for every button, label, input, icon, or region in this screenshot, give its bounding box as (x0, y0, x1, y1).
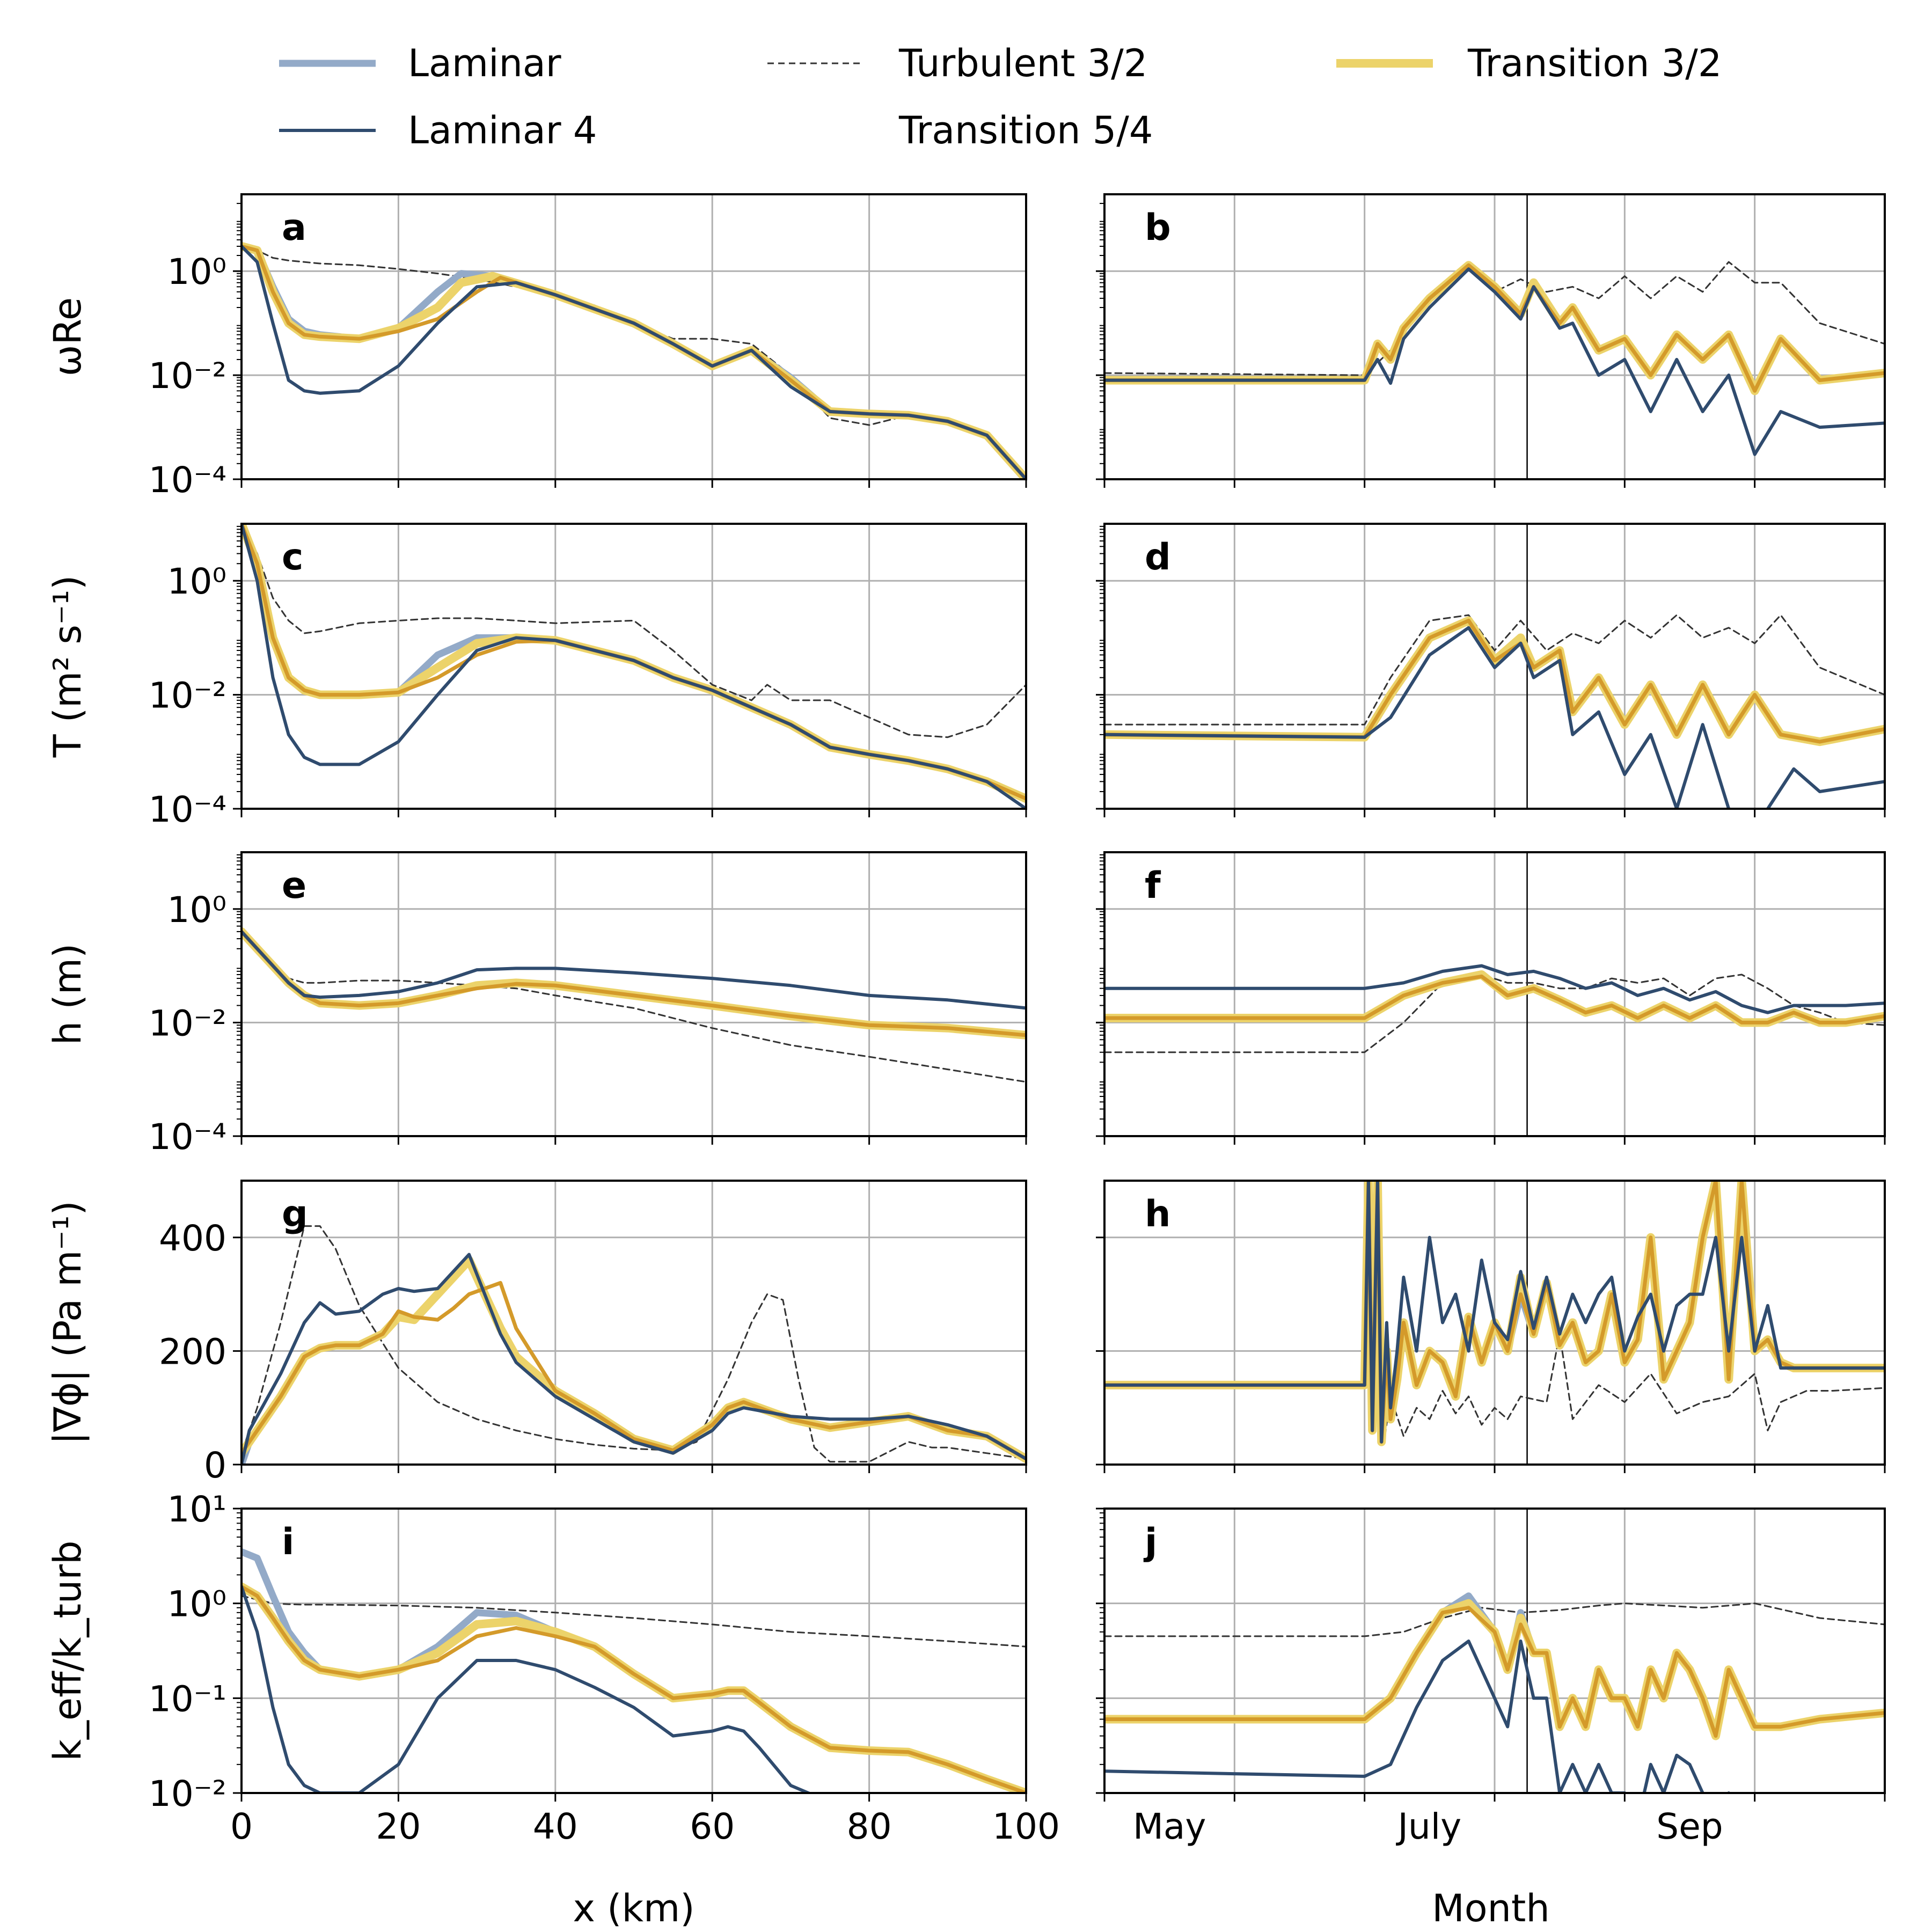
series-line-turbulent-3-2 (241, 524, 1026, 738)
y-tick-label: 400 (159, 1218, 226, 1259)
panel-b: b (1096, 193, 1886, 488)
legend-label: Laminar (408, 41, 561, 85)
panel-letter: d (1145, 536, 1171, 579)
series-line-turbulent-3-2 (241, 245, 1026, 476)
panel-e: 10⁰ 10⁻² 10⁻⁴ e h (m) (46, 851, 1027, 1158)
series-line-laminar-4 (241, 1253, 1026, 1465)
series-line-turbulent-3-2 (1104, 1602, 1885, 1637)
series-line-laminar (241, 928, 1026, 1039)
panel-g: 0 200 400 g |∇ϕ| (Pa m⁻¹) (46, 1180, 1027, 1486)
axes-frame (240, 851, 1027, 1137)
y-tick-label: 10⁻² (149, 1773, 226, 1814)
time-tick-label: July (1395, 1806, 1461, 1847)
x-tick-label: 0 (230, 1806, 253, 1847)
panel-letter: f (1145, 865, 1161, 907)
panel-letter: a (282, 207, 306, 249)
time-axis-label: Month (1432, 1886, 1549, 1930)
series-line-laminar-4 (241, 244, 1026, 479)
series-line-laminar-4 (241, 930, 1026, 1010)
series-line-laminar-4 (1104, 1181, 1885, 1444)
panel-d: d (1096, 523, 1886, 817)
panels: 10⁰ 10⁻² 10⁻⁴ a ωRe b 10⁰ 10⁻² 10⁻⁴ c T (m² s⁻¹) d 1… (46, 193, 1886, 1847)
axes-frame (240, 193, 1027, 480)
y-axis-label: h (m) (46, 943, 90, 1045)
x-tick-label: 60 (690, 1806, 735, 1847)
series-line-transition-5-4 (1104, 974, 1885, 1024)
legend-label: Laminar 4 (408, 108, 597, 152)
y-axis-label: T (m² s⁻¹) (46, 575, 90, 758)
series-line-transition-3-2 (241, 241, 1026, 479)
panel-c: 10⁰ 10⁻² 10⁻⁴ c T (m² s⁻¹) (46, 523, 1027, 830)
series-line-transition-5-4 (1104, 263, 1885, 393)
legend-label: Transition 3/2 (1467, 41, 1722, 85)
series-line-transition-3-2 (241, 927, 1026, 1040)
series-line-laminar (241, 243, 1026, 479)
legend-label: Transition 5/4 (898, 108, 1153, 152)
panel-j: May July Sep j (1096, 1507, 1886, 1847)
series-line-laminar-4 (1104, 1640, 1731, 1793)
y-tick-label: 200 (159, 1331, 226, 1372)
y-axis-label: ωRe (46, 297, 90, 376)
x-tick-label: 100 (992, 1806, 1060, 1847)
y-tick-label: 10⁻¹ (149, 1678, 226, 1719)
series-line-transition-5-4 (241, 930, 1026, 1037)
series-line-laminar-4 (1104, 626, 1885, 809)
x-tick-label: 20 (376, 1806, 421, 1847)
legend: Laminar Laminar 4 Turbulent 3/2 Transition … (279, 41, 1722, 152)
axes-frame (240, 1180, 1027, 1466)
axes-frame (240, 1507, 1027, 1794)
series-line-transition-5-4 (241, 244, 1026, 479)
time-tick-label: May (1133, 1806, 1206, 1847)
panel-h: h (1096, 1180, 1886, 1473)
y-tick-label: 10⁰ (167, 561, 226, 602)
x-tick-label: 80 (847, 1806, 892, 1847)
legend-label: Turbulent 3/2 (898, 41, 1147, 85)
y-tick-label: 10⁻⁴ (149, 1116, 226, 1158)
x-axis-label: x (km) (573, 1886, 694, 1930)
panel-letter: c (282, 536, 303, 579)
series-line-transition-5-4 (241, 1280, 1026, 1461)
panel-letter: b (1145, 207, 1171, 249)
series-line-transition-5-4 (241, 1585, 1026, 1793)
series-line-laminar-4 (1104, 267, 1885, 456)
y-tick-label: 10⁻⁴ (149, 459, 226, 501)
y-tick-label: 0 (204, 1445, 226, 1486)
y-tick-label: 10⁻² (149, 355, 226, 397)
y-tick-label: 10⁻² (149, 675, 226, 716)
panel-letter: g (282, 1193, 308, 1235)
y-tick-label: 10⁰ (167, 1584, 226, 1625)
y-axis-label: |∇ϕ| (Pa m⁻¹) (46, 1201, 90, 1444)
panel-letter: j (1143, 1521, 1157, 1563)
series-line-transition-3-2 (241, 1582, 1026, 1793)
panel-f: f (1096, 851, 1886, 1145)
series-line-transition-5-4 (1104, 1606, 1885, 1738)
axes-frame (240, 523, 1027, 810)
series-line-turbulent-3-2 (1104, 614, 1885, 726)
y-tick-label: 10⁻² (149, 1002, 226, 1044)
x-tick-label: 40 (533, 1806, 578, 1847)
panel-letter: i (282, 1521, 294, 1563)
series-line-transition-3-2 (241, 1256, 1026, 1463)
panel-letter: h (1145, 1193, 1170, 1235)
series-line-laminar-4 (1104, 964, 1885, 1014)
panel-letter: e (282, 865, 306, 907)
series-line-transition-5-4 (1104, 618, 1885, 744)
y-tick-label: 10⁰ (167, 889, 226, 931)
time-tick-label: Sep (1656, 1806, 1723, 1847)
panel-a: 10⁰ 10⁻² 10⁻⁴ a ωRe (46, 193, 1027, 501)
y-tick-label: 10⁰ (167, 251, 226, 292)
panel-i: 10¹ 10⁰ 10⁻¹ 10⁻²0 20 40 60 80 100 i k_eff/k_turb (46, 1489, 1060, 1847)
y-axis-label: k_eff/k_turb (46, 1541, 90, 1761)
y-tick-label: 10⁻⁴ (149, 789, 226, 830)
series-line-turbulent-3-2 (241, 931, 1026, 1083)
series-line-laminar-4 (241, 524, 1026, 809)
y-tick-label: 10¹ (167, 1489, 226, 1530)
series-line-laminar-4 (241, 1585, 813, 1793)
